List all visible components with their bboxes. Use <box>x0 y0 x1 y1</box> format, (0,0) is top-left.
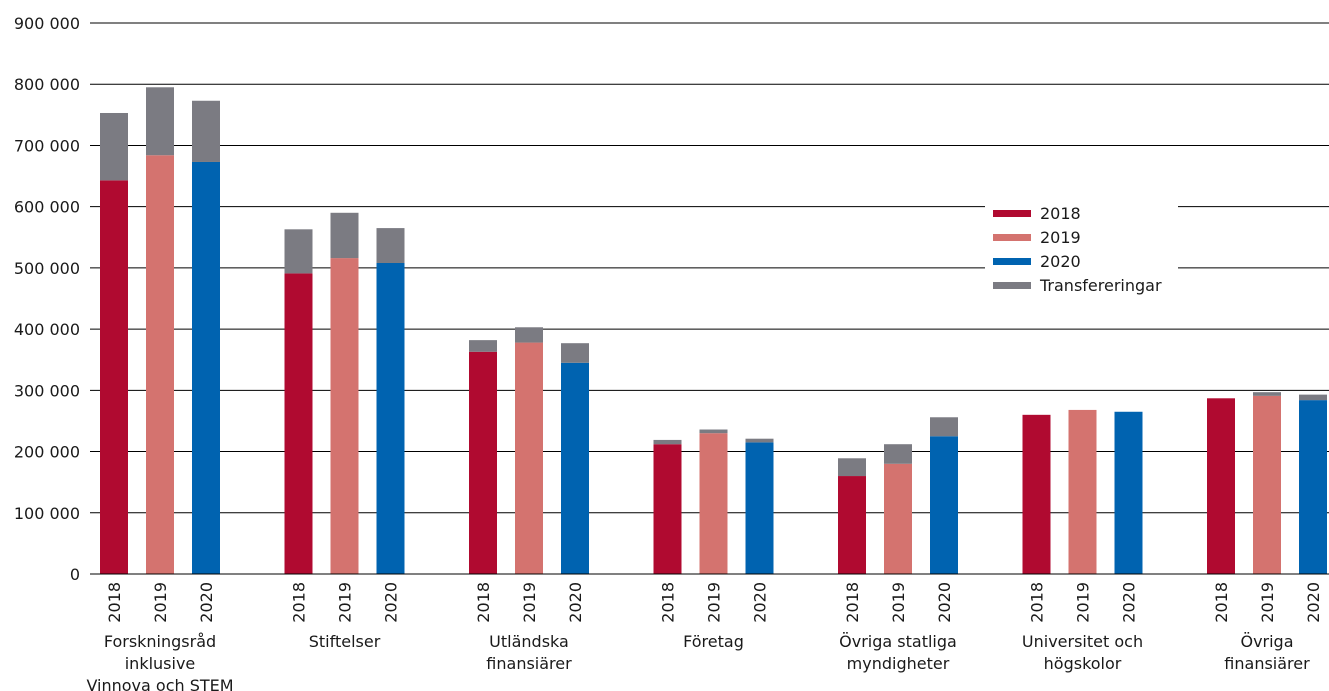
bar-2019 <box>699 433 728 574</box>
y-tick-label: 800 000 <box>14 75 80 94</box>
group-label: Utländska <box>489 632 569 651</box>
x-year-label: 2019 <box>520 582 539 623</box>
bar-transfer <box>884 444 912 464</box>
group-label: högskolor <box>1044 654 1122 673</box>
bar-2019 <box>515 342 543 574</box>
x-year-label: 2018 <box>1212 582 1231 623</box>
bar-transfer <box>930 417 958 437</box>
x-year-label: 2018 <box>474 582 493 623</box>
group-label: Övriga <box>1240 632 1293 651</box>
bar-2018 <box>838 476 866 574</box>
x-year-label: 2020 <box>197 582 216 623</box>
bars <box>100 87 1327 575</box>
x-year-label: 2019 <box>1074 582 1093 623</box>
y-tick-label: 600 000 <box>14 198 80 217</box>
x-axis: 2018 2019 2020 Forskningsråd inklusive Vinnov… <box>86 573 1329 691</box>
legend-label: 2019 <box>1040 228 1081 247</box>
x-year-label: 2019 <box>151 582 170 623</box>
x-year-label: 2020 <box>1120 582 1139 623</box>
group-label: Stiftelser <box>309 632 381 651</box>
bar-2020 <box>1114 411 1143 574</box>
legend-label: 2020 <box>1040 252 1081 271</box>
x-year-label: 2018 <box>1028 582 1047 623</box>
bar-transfer <box>699 429 728 434</box>
bar-2020 <box>1299 400 1327 574</box>
bar-2018 <box>653 444 682 574</box>
y-tick-label: 700 000 <box>14 136 80 155</box>
bar-2019 <box>1068 409 1097 574</box>
y-tick-label: 0 <box>70 565 80 584</box>
x-year-label: 2020 <box>751 582 770 623</box>
y-axis: 0 100 000 200 000 300 000 400 000 500 000 600 … <box>14 14 80 584</box>
x-year-label: 2020 <box>566 582 585 623</box>
group-label: finansiärer <box>486 654 572 673</box>
x-year-label: 2019 <box>1258 582 1277 623</box>
bar-2018 <box>469 351 497 574</box>
x-year-label: 2018 <box>290 582 309 623</box>
bar-2019 <box>146 155 174 575</box>
x-year-label: 2020 <box>382 582 401 623</box>
bar-transfer <box>745 438 774 443</box>
bar-transfer <box>192 100 220 162</box>
group-label: myndigheter <box>847 654 950 673</box>
y-tick-label: 200 000 <box>14 443 80 462</box>
y-tick-label: 500 000 <box>14 259 80 278</box>
legend-label: 2018 <box>1040 204 1081 223</box>
legend: 2018 2019 2020 Transfereringar <box>985 200 1178 296</box>
x-year-label: 2019 <box>705 582 724 623</box>
bar-2018 <box>284 273 313 574</box>
x-year-label: 2019 <box>889 582 908 623</box>
bar-transfer <box>561 343 589 363</box>
x-year-label: 2020 <box>1304 582 1323 623</box>
group-label: Universitet och <box>1022 632 1143 651</box>
y-tick-label: 900 000 <box>14 14 80 33</box>
bar-2019 <box>1253 395 1281 574</box>
group-label: Vinnova och STEM <box>86 676 233 691</box>
bar-2019 <box>330 258 359 574</box>
legend-swatch <box>993 258 1031 265</box>
y-tick-label: 300 000 <box>14 381 80 400</box>
group-label: inklusive <box>125 654 196 673</box>
legend-label: Transfereringar <box>1039 276 1162 295</box>
y-tick-label: 400 000 <box>14 320 80 339</box>
bar-transfer <box>653 439 682 445</box>
bar-2018 <box>1207 398 1235 574</box>
bar-transfer <box>284 229 313 274</box>
bar-transfer <box>515 327 543 343</box>
bar-2020 <box>745 442 774 574</box>
x-year-label: 2018 <box>105 582 124 623</box>
bar-2019 <box>884 463 912 574</box>
x-year-label: 2019 <box>336 582 355 623</box>
bar-2018 <box>100 180 128 574</box>
bar-transfer <box>1299 394 1327 401</box>
bar-transfer <box>376 228 405 263</box>
bar-transfer <box>100 112 128 181</box>
bar-2020 <box>376 262 405 574</box>
bar-transfer <box>838 458 866 477</box>
group-label: finansiärer <box>1224 654 1310 673</box>
bar-2020 <box>561 362 589 574</box>
bar-2020 <box>930 436 958 574</box>
bar-2018 <box>1022 414 1051 574</box>
group-label: Övriga statliga <box>839 632 957 651</box>
bar-transfer <box>330 212 359 259</box>
group-label: Forskningsråd <box>104 632 216 651</box>
bar-2020 <box>192 161 220 575</box>
group-label: Företag <box>683 632 744 651</box>
legend-swatch <box>993 210 1031 217</box>
legend-swatch <box>993 282 1031 289</box>
bar-transfer <box>1253 392 1281 396</box>
legend-swatch <box>993 234 1031 241</box>
x-year-label: 2018 <box>843 582 862 623</box>
y-tick-label: 100 000 <box>14 504 80 523</box>
bar-transfer <box>146 87 174 156</box>
bar-transfer <box>469 340 497 352</box>
x-year-label: 2020 <box>935 582 954 623</box>
x-year-label: 2018 <box>659 582 678 623</box>
